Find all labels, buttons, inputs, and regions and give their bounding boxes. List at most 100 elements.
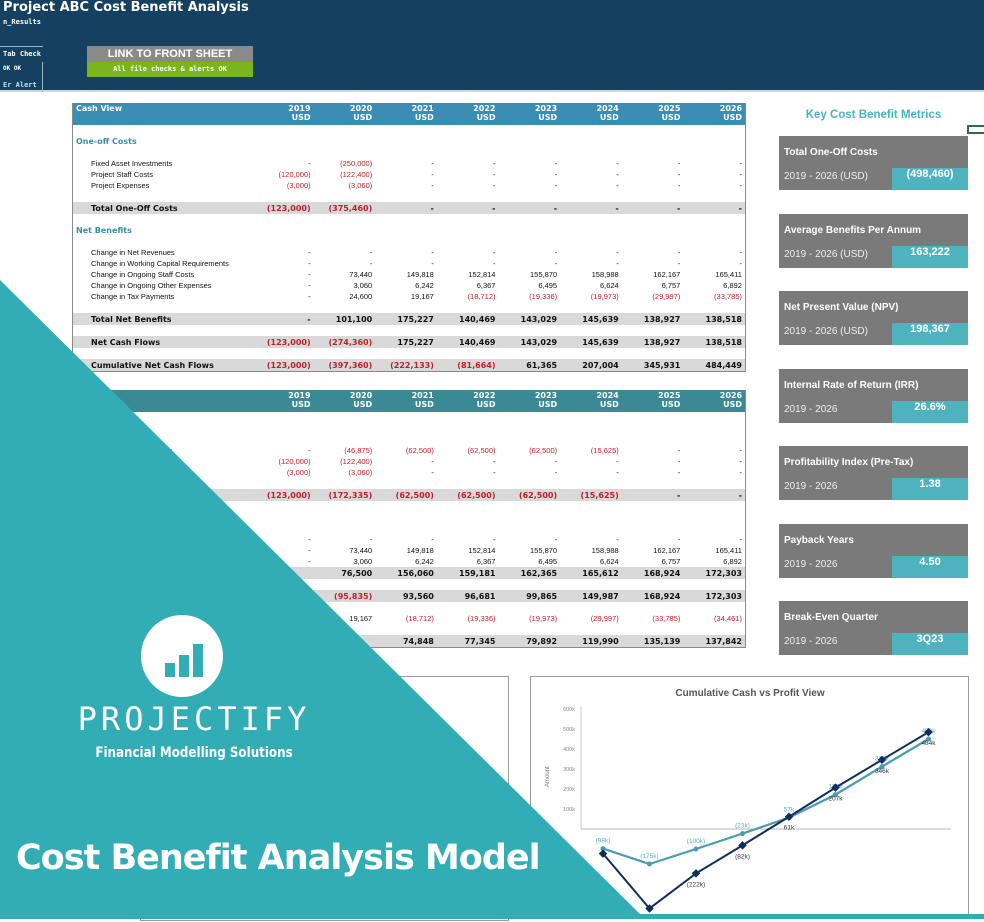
cell[interactable]: - <box>308 546 311 555</box>
cell[interactable]: - <box>554 457 558 466</box>
cell[interactable]: - <box>677 535 681 544</box>
cell[interactable]: - <box>739 248 742 257</box>
cell[interactable]: (33,785) <box>652 614 681 623</box>
cell[interactable]: (34,461) <box>714 614 742 623</box>
cell[interactable]: (123,000) <box>266 337 311 347</box>
cell[interactable]: - <box>554 170 558 179</box>
cell[interactable]: - <box>431 170 434 179</box>
data-point[interactable] <box>647 861 652 867</box>
cell[interactable]: (123,000) <box>266 490 311 500</box>
cell[interactable]: (120,000) <box>278 170 311 179</box>
cell[interactable]: 140,469 <box>459 337 496 347</box>
cell[interactable]: - <box>308 248 311 257</box>
cell[interactable]: 6,495 <box>538 557 558 566</box>
cell[interactable]: - <box>308 259 311 268</box>
cell[interactable]: 137,842 <box>705 636 742 646</box>
cell[interactable]: 172,303 <box>705 568 742 578</box>
cell[interactable]: (172,335) <box>328 490 373 500</box>
data-point[interactable] <box>879 764 885 770</box>
cell[interactable]: - <box>554 535 558 544</box>
cell[interactable]: (122,400) <box>340 457 373 466</box>
cell[interactable]: (18,712) <box>467 292 496 301</box>
cell[interactable]: 162,167 <box>653 546 681 555</box>
data-point[interactable] <box>926 736 931 742</box>
cell[interactable]: - <box>307 314 311 324</box>
cell[interactable]: - <box>738 203 742 213</box>
cell[interactable]: - <box>616 457 619 466</box>
cell[interactable]: - <box>616 181 619 190</box>
cell[interactable]: 149,818 <box>406 270 434 279</box>
cell[interactable]: - <box>554 181 558 190</box>
cell[interactable]: (19,973) <box>590 292 619 301</box>
cell[interactable]: (29,997) <box>590 614 619 623</box>
cell[interactable]: (19,336) <box>467 614 496 623</box>
cell[interactable]: (3,000) <box>286 468 311 477</box>
cell[interactable]: - <box>677 468 681 477</box>
cell[interactable]: - <box>677 259 681 268</box>
cell[interactable]: - <box>739 535 742 544</box>
cell[interactable]: (123,000) <box>266 203 311 213</box>
cell[interactable]: - <box>308 281 311 290</box>
cell[interactable]: - <box>677 181 681 190</box>
cell[interactable]: - <box>677 457 681 466</box>
cell[interactable]: - <box>677 203 681 213</box>
cell[interactable]: - <box>739 259 742 268</box>
cell[interactable]: - <box>553 203 558 213</box>
cell[interactable]: - <box>739 446 742 455</box>
cell[interactable]: 96,681 <box>464 591 496 601</box>
data-point[interactable] <box>693 846 699 852</box>
cell[interactable]: 6,242 <box>415 281 434 290</box>
cell[interactable]: 6,892 <box>723 557 742 566</box>
data-point[interactable] <box>691 869 701 878</box>
cell[interactable]: (81,664) <box>457 360 496 370</box>
cell[interactable]: 77,345 <box>464 636 496 646</box>
cell[interactable]: (19,336) <box>529 292 558 301</box>
cell[interactable]: - <box>616 159 619 168</box>
cell[interactable]: 6,892 <box>723 281 742 290</box>
cell[interactable]: 138,927 <box>643 314 681 324</box>
cell[interactable]: (62,500) <box>529 446 558 455</box>
cell[interactable]: (33,785) <box>714 292 742 301</box>
cell[interactable]: (274,360) <box>328 337 373 347</box>
cell[interactable]: - <box>739 170 742 179</box>
cell[interactable]: - <box>615 203 619 213</box>
cell[interactable]: 207,004 <box>582 360 619 370</box>
cell[interactable]: 6,367 <box>476 557 496 566</box>
cell[interactable]: (15,625) <box>590 446 619 455</box>
data-point[interactable] <box>598 849 608 858</box>
cell[interactable]: 73,440 <box>349 546 373 555</box>
cell[interactable]: - <box>738 490 742 500</box>
cell[interactable]: (397,360) <box>328 360 373 370</box>
cell[interactable]: - <box>431 457 434 466</box>
cell[interactable]: 3,060 <box>353 557 373 566</box>
cell[interactable]: 101,100 <box>335 314 373 324</box>
cell[interactable]: - <box>308 159 311 168</box>
cell[interactable]: - <box>492 259 496 268</box>
cell[interactable]: (3,060) <box>348 181 373 190</box>
cell[interactable]: 145,639 <box>582 314 619 324</box>
cell[interactable]: - <box>369 535 373 544</box>
cell[interactable]: 165,612 <box>582 568 619 578</box>
cell[interactable]: (18,712) <box>405 614 434 623</box>
cell[interactable]: - <box>677 170 681 179</box>
cell[interactable]: 119,990 <box>582 636 619 646</box>
cell[interactable]: 149,818 <box>406 546 434 555</box>
data-point[interactable] <box>600 846 606 852</box>
cell[interactable]: 6,367 <box>476 281 496 290</box>
cell[interactable]: 79,892 <box>526 636 558 646</box>
cell[interactable]: - <box>739 181 742 190</box>
cell[interactable]: - <box>677 490 681 500</box>
cell[interactable]: 143,029 <box>520 337 558 347</box>
cell[interactable]: 93,560 <box>402 591 434 601</box>
cell[interactable]: 99,865 <box>526 591 558 601</box>
cell[interactable]: 6,757 <box>661 281 681 290</box>
cell[interactable]: 6,624 <box>599 281 619 290</box>
cell[interactable]: - <box>616 468 619 477</box>
cell[interactable]: (62,500) <box>518 490 558 500</box>
cell[interactable]: (62,500) <box>457 490 496 500</box>
cell[interactable]: 158,988 <box>591 270 619 279</box>
cell[interactable]: 61,365 <box>526 360 558 370</box>
cell[interactable]: - <box>554 159 558 168</box>
cell[interactable]: - <box>492 170 496 179</box>
cell[interactable]: - <box>492 181 496 190</box>
